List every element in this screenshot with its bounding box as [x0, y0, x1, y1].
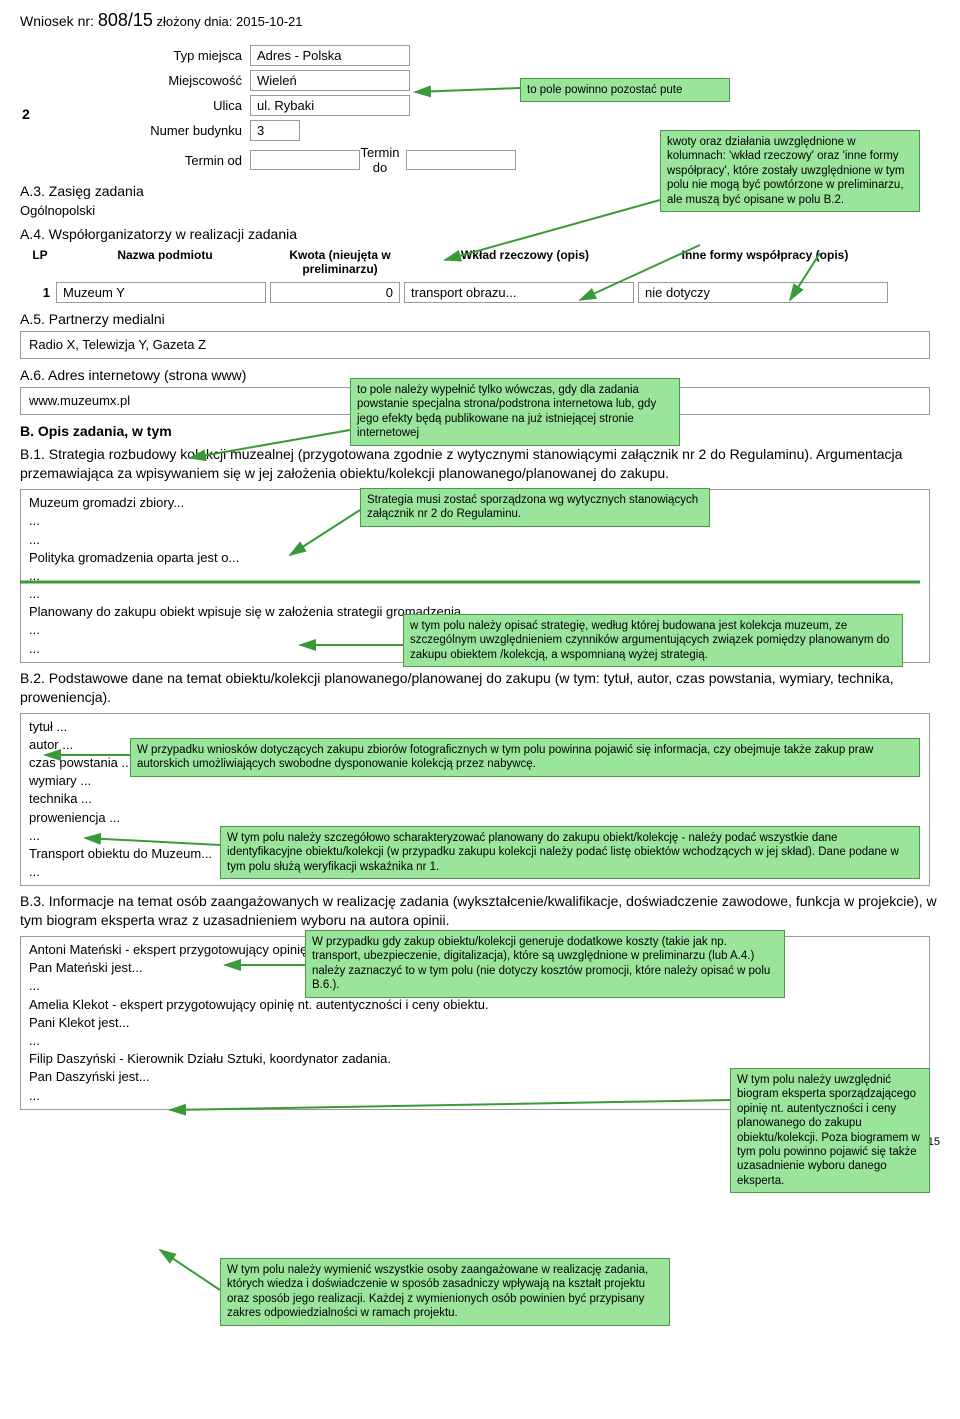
section-number-2: 2 [22, 106, 30, 122]
header-sub-prefix: złożony dnia: [153, 14, 236, 29]
callout-10: W tym polu należy wymienić wszystkie oso… [220, 1258, 670, 1326]
a4-h-lp: LP [20, 246, 60, 278]
a4-table-row: 1 Muzeum Y 0 transport obrazu... nie dot… [20, 282, 940, 303]
ulica-label: Ulica [90, 98, 250, 113]
termin-od-label: Termin od [90, 153, 250, 168]
a4-h-inne: Inne formy współpracy (opis) [640, 246, 890, 278]
numer-label: Numer budynku [90, 123, 250, 138]
callout-6: W przypadku wniosków dotyczących zakupu … [130, 738, 920, 777]
callout-8: W przypadku gdy zakup obiektu/kolekcji g… [305, 930, 785, 998]
miejscowosc-label: Miejscowość [90, 73, 250, 88]
a4-r-inne[interactable]: nie dotyczy [638, 282, 888, 303]
header-date: 2015-10-21 [236, 14, 303, 29]
callout-2: kwoty oraz działania uwzględnione w kolu… [660, 130, 920, 212]
termin-od-field[interactable] [250, 150, 360, 170]
a4-r-wklad[interactable]: transport obrazu... [404, 282, 634, 303]
header-prefix: Wniosek nr: [20, 13, 98, 29]
miejscowosc-field[interactable]: Wieleń [250, 70, 410, 91]
a5-title: A.5. Partnerzy medialni [20, 311, 940, 327]
a4-h-wklad: Wkład rzeczowy (opis) [410, 246, 640, 278]
callout-4: Strategia musi zostać sporządzona wg wyt… [360, 488, 710, 527]
typ-miejsca-field[interactable]: Adres - Polska [250, 45, 410, 66]
header-number: 808/15 [98, 10, 153, 30]
a4-title: A.4. Współorganizatorzy w realizacji zad… [20, 226, 940, 242]
a4-r-nazwa[interactable]: Muzeum Y [56, 282, 266, 303]
a4-r-lp: 1 [20, 285, 56, 300]
callout-9: W tym polu należy uwzględnić biogram eks… [730, 1068, 930, 1193]
callout-5: w tym polu należy opisać strategię, wedł… [403, 614, 903, 667]
callout-1: to pole powinno pozostać pute [520, 78, 730, 102]
a4-h-kwota: Kwota (nieujęta w preliminarzu) [270, 246, 410, 278]
callout-3: to pole należy wypełnić tylko wówczas, g… [350, 378, 680, 446]
callout-7: W tym polu należy szczegółowo scharakter… [220, 826, 920, 879]
termin-do-field[interactable] [406, 150, 516, 170]
b3-title: B.3. Informacje na temat osób zaangażowa… [20, 892, 940, 930]
a4-h-nazwa: Nazwa podmiotu [60, 246, 270, 278]
typ-miejsca-label: Typ miejsca [90, 48, 250, 63]
numer-field[interactable]: 3 [250, 120, 300, 141]
a5-box[interactable]: Radio X, Telewizja Y, Gazeta Z [20, 331, 930, 359]
b2-title: B.2. Podstawowe dane na temat obiektu/ko… [20, 669, 940, 707]
a4-table-header: LP Nazwa podmiotu Kwota (nieujęta w prel… [20, 246, 940, 278]
doc-header: Wniosek nr: 808/15 złożony dnia: 2015-10… [20, 10, 940, 31]
a4-r-kwota[interactable]: 0 [270, 282, 400, 303]
ulica-field[interactable]: ul. Rybaki [250, 95, 410, 116]
b1-title: B.1. Strategia rozbudowy kolekcji muzeal… [20, 445, 940, 483]
termin-do-label: Termin do [360, 145, 400, 175]
